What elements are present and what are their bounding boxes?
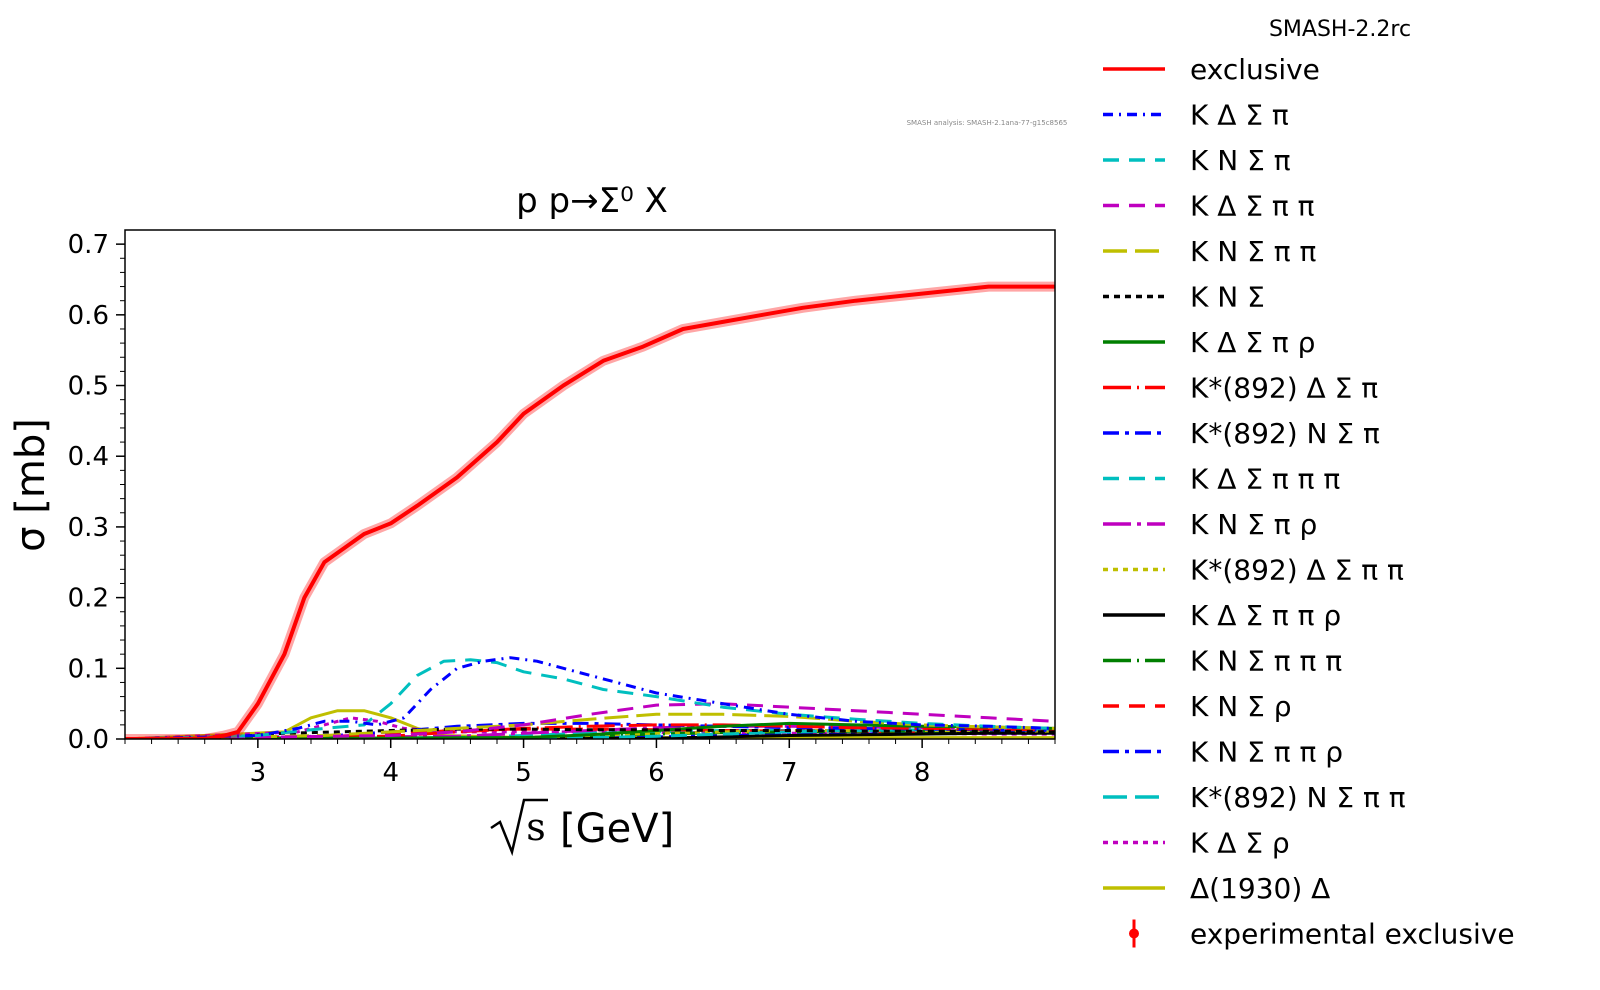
y-axis-label: σ [mb]: [8, 418, 54, 552]
axis-ticks: 3 4 5 6 7 8 0.0 0.1 0.2 0.3 0.4 0.5 0.6 0.7: [68, 230, 1056, 788]
analysis-label: SMASH analysis: SMASH-2.1ana-77-g15c8565: [907, 119, 1068, 127]
x-tick-label: 4: [382, 758, 399, 788]
series-line-6: [125, 721, 1055, 739]
legend-marker: [1129, 928, 1139, 939]
x-tick-label: 6: [648, 758, 665, 788]
legend-label-12: K Δ Σ π π ρ: [1190, 599, 1341, 632]
sqrt-sign: [490, 798, 548, 857]
legend-label-6: K Δ Σ π ρ: [1190, 326, 1315, 359]
version-label: SMASH-2.2rc: [1269, 17, 1411, 42]
legend-label-16: K*(892) N Σ π π: [1190, 781, 1406, 814]
legend-label-experimental: experimental exclusive: [1190, 918, 1515, 951]
x-tick-label: 5: [515, 758, 532, 788]
legend-label-17: K Δ Σ ρ: [1190, 827, 1290, 860]
legend-label-4: K N Σ π π: [1190, 235, 1316, 268]
y-tick-label: 0.0: [68, 725, 109, 755]
legend-label-11: K*(892) Δ Σ π π: [1190, 554, 1404, 587]
y-tick-label: 0.4: [68, 442, 109, 472]
series-line-1: [125, 656, 1055, 739]
series-line-3: [125, 702, 1055, 739]
legend-label-13: K N Σ π π π: [1190, 645, 1342, 678]
y-tick-label: 0.7: [68, 230, 109, 260]
series-line-12: [125, 731, 1055, 739]
y-tick-label: 0.6: [68, 301, 109, 331]
legend-label-8: K*(892) N Σ π: [1190, 417, 1380, 450]
series-line-2: [125, 658, 1055, 739]
legend-label-10: K N Σ π ρ: [1190, 508, 1317, 541]
series-line-5: [125, 727, 1055, 739]
legend-label-15: K N Σ π π ρ: [1190, 736, 1343, 769]
x-tick-label: 7: [781, 758, 798, 788]
x-axis-unit: [GeV]: [560, 806, 674, 852]
legend-label-2: K N Σ π: [1190, 144, 1291, 177]
legend-label-18: Δ(1930) Δ: [1190, 872, 1330, 905]
y-tick-label: 0.3: [68, 513, 109, 543]
chart-title: p p→Σ⁰ X: [516, 181, 668, 221]
legend: exclusive K Δ Σ π K N Σ π K Δ Σ π π K N Σ π …: [1103, 53, 1515, 951]
plot-frame: [124, 229, 1056, 740]
x-axis-radicand: s: [526, 805, 546, 849]
x-tick-label: 8: [914, 758, 931, 788]
x-axis-label: s [GeV]: [490, 798, 674, 857]
legend-label-14: K N Σ ρ: [1190, 690, 1291, 723]
y-tick-label: 0.5: [68, 372, 109, 402]
plot-lines: [125, 281, 1055, 739]
legend-label-9: K Δ Σ π π π: [1190, 463, 1340, 496]
series-line-17: [125, 716, 1055, 739]
legend-label-5: K N Σ: [1190, 281, 1265, 314]
y-tick-label: 0.1: [68, 654, 109, 684]
legend-label-1: K Δ Σ π: [1190, 99, 1289, 132]
legend-label-0: exclusive: [1190, 53, 1320, 86]
y-tick-label: 0.2: [68, 584, 109, 614]
legend-label-7: K*(892) Δ Σ π: [1190, 372, 1378, 405]
x-tick-label: 3: [250, 758, 267, 788]
series-line-0: [125, 284, 1055, 739]
series-line-4: [125, 712, 1055, 739]
exclusive-band: [125, 281, 1055, 739]
legend-label-3: K Δ Σ π π: [1190, 190, 1315, 223]
